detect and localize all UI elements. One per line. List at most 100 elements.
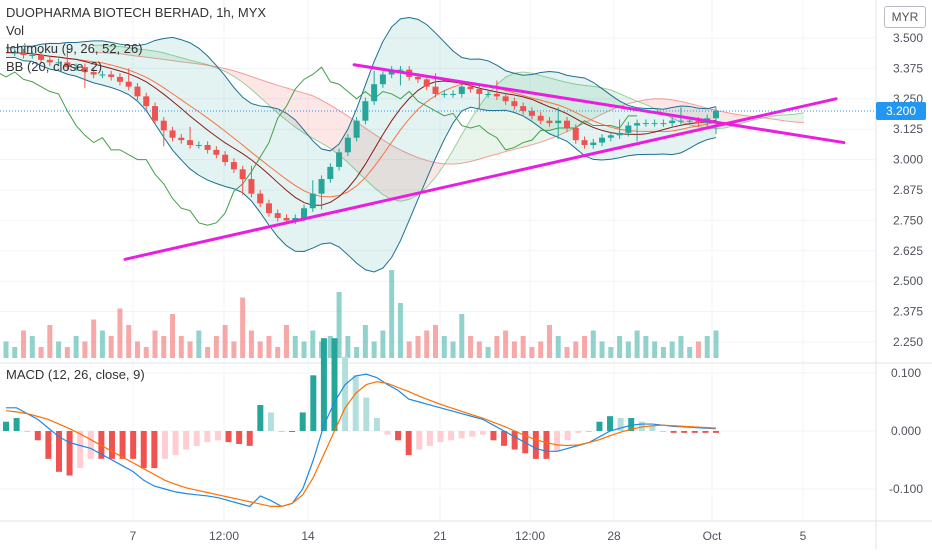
- volume-bar: [415, 336, 421, 358]
- chart-legend: DUOPHARMA BIOTECH BERHAD, 1h, MYX Vol Ic…: [6, 4, 266, 76]
- macd-histogram-bar: [363, 397, 370, 431]
- macd-histogram-bar: [448, 431, 455, 441]
- candle-body: [274, 213, 281, 218]
- candle-body: [195, 145, 202, 147]
- macd-label: MACD (12, 26, close, 9): [6, 367, 145, 382]
- candle-body: [239, 169, 246, 180]
- candle-body: [230, 162, 237, 170]
- candle-body: [134, 86, 141, 97]
- candle-body: [143, 96, 150, 107]
- volume-bar: [424, 330, 430, 358]
- macd-histogram-bar: [130, 431, 137, 459]
- volume-bar: [283, 325, 289, 358]
- macd-histogram-bar: [87, 431, 94, 459]
- macd-histogram-bar: [257, 405, 264, 431]
- time-tick-label: Oct: [703, 529, 722, 543]
- volume-bar: [441, 336, 447, 358]
- macd-histogram-bar: [564, 431, 571, 441]
- candle-body: [660, 123, 667, 125]
- volume-bar: [389, 270, 395, 358]
- currency-button[interactable]: MYR: [884, 6, 926, 28]
- macd-histogram-bar: [161, 431, 168, 459]
- macd-histogram-bar: [691, 431, 698, 433]
- candle-body: [493, 93, 500, 97]
- cloud-segment: [111, 46, 120, 54]
- candle-body: [55, 62, 62, 64]
- price-tick-label: 2.625: [893, 244, 923, 258]
- candle-body: [520, 106, 527, 111]
- macd-histogram-bar: [607, 416, 614, 431]
- candle-body: [204, 145, 211, 150]
- volume-bar: [336, 292, 342, 358]
- volume-bar: [617, 336, 623, 358]
- cloud-segment: [374, 134, 383, 195]
- price-tick-label: 3.375: [893, 61, 923, 75]
- macd-histogram-bar: [426, 431, 433, 446]
- volume-bar: [275, 347, 281, 358]
- candle-body: [581, 140, 588, 146]
- candle-body: [292, 217, 299, 221]
- volume-bar: [362, 325, 368, 358]
- cloud-segment: [777, 114, 787, 122]
- volume-bar: [625, 341, 631, 358]
- candle-body: [476, 89, 483, 94]
- bb-fill: [6, 17, 716, 272]
- candle-body: [248, 179, 255, 194]
- macd-histogram-bar: [660, 431, 667, 432]
- macd-histogram-bar: [373, 418, 380, 431]
- macd-histogram-bar: [342, 356, 349, 431]
- candle-body: [29, 55, 36, 57]
- cloud-segment: [786, 114, 795, 122]
- time-tick-label: 12:00: [209, 529, 239, 543]
- resistance-trendline: [352, 63, 846, 145]
- cloud-segment: [172, 55, 182, 62]
- macd-histogram-bar: [108, 431, 115, 459]
- macd-histogram-bar: [225, 431, 232, 443]
- macd-histogram-bar: [416, 431, 423, 450]
- volume-bar: [397, 303, 403, 358]
- macd-histogram-bar: [331, 338, 338, 431]
- macd-histogram-bar: [554, 431, 561, 452]
- ichimoku-lagging-span: [0, 66, 638, 226]
- price-tick-label: 2.250: [893, 335, 923, 349]
- cloud-segment: [391, 145, 401, 202]
- volume-bar: [222, 325, 228, 358]
- macd-histogram-bar: [45, 431, 52, 459]
- price-tick-label: 2.375: [893, 305, 923, 319]
- time-tick-label: 5: [800, 529, 807, 543]
- time-tick-label: 14: [301, 529, 315, 543]
- cloud-segment: [233, 70, 243, 83]
- candle-body: [125, 81, 132, 87]
- candle-body: [344, 137, 351, 153]
- volume-bar: [108, 336, 114, 358]
- volume-bar: [555, 336, 561, 358]
- candle-body: [485, 93, 492, 95]
- volume-bar: [47, 325, 53, 358]
- candle-body: [677, 120, 684, 122]
- volume-bar: [213, 336, 219, 358]
- cloud-segment: [654, 98, 664, 114]
- candle-body: [432, 86, 439, 94]
- volume-bars: [3, 270, 719, 358]
- cloud-segment: [382, 139, 392, 200]
- cloud-segment: [304, 93, 313, 139]
- candle-body: [546, 120, 553, 124]
- volume-bar: [406, 341, 412, 358]
- cloud-segment: [409, 153, 418, 200]
- volume-bar: [660, 347, 666, 358]
- candle-body: [537, 115, 544, 121]
- macd-histogram-bar: [702, 431, 709, 433]
- cloud-segment: [575, 84, 585, 128]
- volume-bar: [468, 336, 474, 358]
- macd-histogram-bar: [320, 338, 327, 431]
- volume-label: Vol: [6, 23, 25, 38]
- candle-body: [222, 154, 229, 163]
- time-tick-label: 7: [130, 529, 137, 543]
- volume-bar: [354, 347, 360, 358]
- macd-legend: MACD (12, 26, close, 9): [6, 366, 145, 384]
- cloud-segment: [540, 75, 550, 143]
- volume-bar: [82, 341, 88, 358]
- cloud-segment: [119, 46, 129, 56]
- macd-histogram-bar: [511, 431, 518, 450]
